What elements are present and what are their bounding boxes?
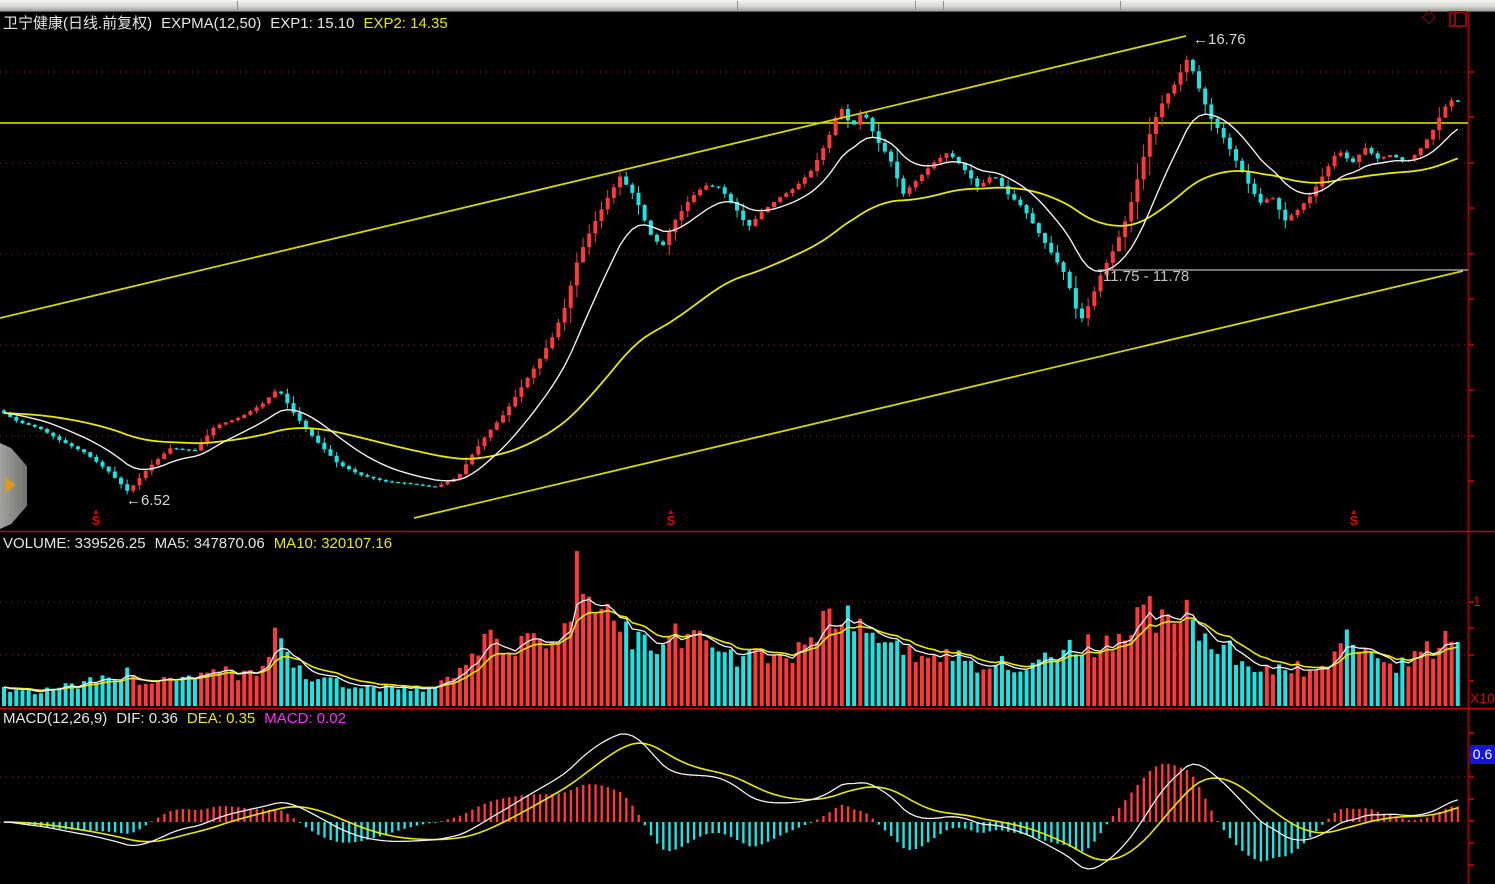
- split-window-icon[interactable]: [1449, 11, 1467, 27]
- dividend-marker-arrow-icon: ▲: [92, 507, 100, 516]
- volume-ma10: MA10: 320107.16: [273, 535, 393, 552]
- exp1-value: EXP1: 15.10: [270, 15, 355, 32]
- macd-scale-badge: 0.6: [1470, 745, 1495, 764]
- dividend-marker[interactable]: ▲ S: [1345, 507, 1363, 528]
- volume-axis-multiplier: X10: [1470, 690, 1495, 706]
- window-top-strip: [0, 0, 1495, 12]
- macd-params: MACD(12,26,9): [3, 710, 108, 727]
- dividend-marker[interactable]: ▲ S: [87, 507, 105, 528]
- main-chart-header: 卫宁健康(日线.前复权) EXPMA(12,50) EXP1: 15.10 EXP2:…: [3, 12, 457, 33]
- macd-header: MACD(12,26,9) DIF: 0.36 DEA: 0.35 MACD: 0.0…: [3, 710, 355, 727]
- strip-divider: [915, 1, 916, 10]
- strip-divider: [1120, 1, 1121, 10]
- price-range-annotation: 11.75 - 11.78: [1103, 268, 1190, 285]
- exp2-value: EXP2: 14.35: [363, 15, 448, 32]
- diamond-icon[interactable]: ◇: [1422, 6, 1436, 26]
- expand-right-icon: [5, 477, 16, 493]
- high-price-annotation: ←16.76: [1193, 31, 1246, 48]
- volume-header: VOLUME: 339526.25 MA5: 347870.06 MA10: 320…: [3, 535, 401, 552]
- indicator-name: EXPMA(12,50): [161, 15, 262, 32]
- volume-axis-label: 1: [1473, 593, 1481, 609]
- strip-divider: [737, 1, 738, 10]
- dea-value: DEA: 0.35: [186, 710, 256, 727]
- dividend-marker[interactable]: ▲ S: [662, 507, 680, 528]
- strip-divider: [237, 1, 238, 10]
- strip-divider: [943, 1, 944, 10]
- volume-ma5: MA5: 347870.06: [154, 535, 265, 552]
- dif-value: DIF: 0.36: [116, 710, 178, 727]
- dividend-marker-arrow-icon: ▲: [667, 507, 675, 516]
- dividend-marker-arrow-icon: ▲: [1350, 507, 1358, 516]
- stock-title: 卫宁健康(日线.前复权): [3, 15, 153, 32]
- low-price-annotation: ←6.52: [126, 492, 171, 509]
- volume-value: VOLUME: 339526.25: [3, 535, 146, 552]
- macd-value: MACD: 0.02: [264, 710, 346, 727]
